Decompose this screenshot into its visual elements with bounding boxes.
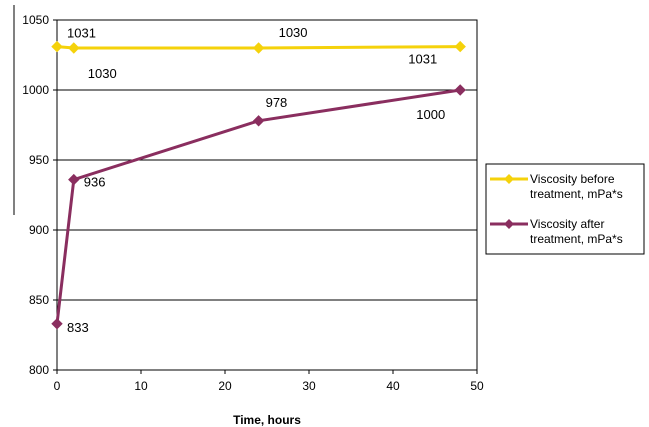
legend-label-1-line-1: Viscosity before bbox=[530, 172, 615, 186]
y-tick-label-900: 900 bbox=[29, 223, 49, 237]
y-tick-label-850: 850 bbox=[29, 293, 49, 307]
y-axis-ticks: 800 850 900 950 1000 1050 bbox=[22, 13, 57, 377]
data-labels: 1031 1030 1030 1031 833 936 978 1000 bbox=[67, 25, 445, 335]
series-2-label-4: 1000 bbox=[416, 107, 445, 122]
series-2-label-1: 833 bbox=[67, 320, 89, 335]
series-2-label-2: 936 bbox=[84, 175, 106, 190]
x-tick-label-30: 30 bbox=[302, 379, 316, 393]
x-tick-label-20: 20 bbox=[218, 379, 232, 393]
series-layer bbox=[51, 40, 466, 330]
x-tick-label-50: 50 bbox=[470, 379, 484, 393]
series-1-point-3 bbox=[252, 42, 265, 54]
x-tick-label-10: 10 bbox=[134, 379, 148, 393]
series-line-2 bbox=[55, 88, 461, 324]
series-2-point-4 bbox=[454, 84, 466, 96]
y-tick-label-1000: 1000 bbox=[22, 83, 49, 97]
series-1-point-1 bbox=[51, 40, 63, 53]
series-1-label-3: 1030 bbox=[279, 25, 308, 40]
legend-box bbox=[485, 163, 645, 255]
x-tick-label-40: 40 bbox=[386, 379, 400, 393]
series-line-1 bbox=[56, 45, 461, 50]
plot-area-border bbox=[56, 19, 478, 371]
legend-marker-2 bbox=[504, 219, 514, 229]
y-tick-label-800: 800 bbox=[29, 363, 49, 377]
series-1-point-2 bbox=[68, 42, 80, 54]
series-1-label-2: 1030 bbox=[88, 66, 117, 81]
series-1-label-4: 1031 bbox=[408, 52, 437, 67]
gridlines bbox=[57, 89, 477, 301]
legend-marker-1 bbox=[504, 174, 514, 184]
series-1-point-4 bbox=[454, 40, 466, 53]
legend-label-1-line-2: treatment, mPa*s bbox=[530, 187, 623, 201]
series-2-point-1 bbox=[51, 318, 63, 330]
legend-label-2-line-1: Viscosity after bbox=[530, 217, 604, 231]
series-2-label-3: 978 bbox=[266, 95, 288, 110]
y-tick-label-1050: 1050 bbox=[22, 13, 49, 27]
series-2-point-3 bbox=[252, 115, 265, 127]
x-tick-label-0: 0 bbox=[54, 379, 61, 393]
x-axis-ticks: 0 10 20 30 40 50 bbox=[54, 370, 484, 393]
legend-label-2-line-2: treatment, mPa*s bbox=[530, 232, 623, 246]
x-axis-title: Time, hours bbox=[233, 413, 301, 427]
series-2-point-2 bbox=[68, 173, 80, 186]
series-1-label-1: 1031 bbox=[67, 26, 96, 41]
y-tick-label-950: 950 bbox=[29, 153, 49, 167]
